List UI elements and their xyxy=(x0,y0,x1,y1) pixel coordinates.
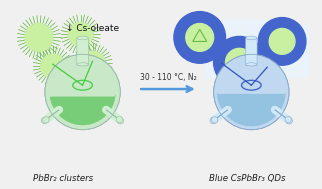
Ellipse shape xyxy=(246,63,257,66)
Circle shape xyxy=(117,118,124,124)
Circle shape xyxy=(41,54,65,78)
Circle shape xyxy=(286,118,292,124)
Ellipse shape xyxy=(77,36,88,40)
Circle shape xyxy=(212,117,218,123)
Circle shape xyxy=(174,12,225,63)
Text: PbBr₂ clusters: PbBr₂ clusters xyxy=(33,174,93,183)
Polygon shape xyxy=(193,29,207,41)
Ellipse shape xyxy=(77,63,88,66)
Circle shape xyxy=(213,36,265,88)
Text: 30 - 110 °C, N₂: 30 - 110 °C, N₂ xyxy=(139,73,196,82)
Circle shape xyxy=(45,54,120,130)
Circle shape xyxy=(285,116,291,123)
Circle shape xyxy=(80,51,104,75)
Circle shape xyxy=(225,48,253,76)
Text: Blue CsPbBr₃ QDs: Blue CsPbBr₃ QDs xyxy=(209,174,286,183)
Circle shape xyxy=(116,116,123,123)
Circle shape xyxy=(258,18,306,65)
Circle shape xyxy=(41,117,48,124)
Circle shape xyxy=(186,23,213,51)
Circle shape xyxy=(69,22,92,46)
FancyBboxPatch shape xyxy=(251,25,310,78)
FancyArrowPatch shape xyxy=(141,86,192,92)
FancyBboxPatch shape xyxy=(77,38,88,65)
Ellipse shape xyxy=(246,36,257,40)
FancyBboxPatch shape xyxy=(246,38,257,65)
Circle shape xyxy=(269,29,295,54)
Circle shape xyxy=(210,117,216,124)
Circle shape xyxy=(43,117,49,123)
Circle shape xyxy=(25,23,53,51)
FancyBboxPatch shape xyxy=(206,19,274,78)
Polygon shape xyxy=(217,92,286,126)
Text: ↓ Cs-oleate: ↓ Cs-oleate xyxy=(66,24,119,33)
Circle shape xyxy=(213,54,289,130)
Polygon shape xyxy=(50,94,116,125)
